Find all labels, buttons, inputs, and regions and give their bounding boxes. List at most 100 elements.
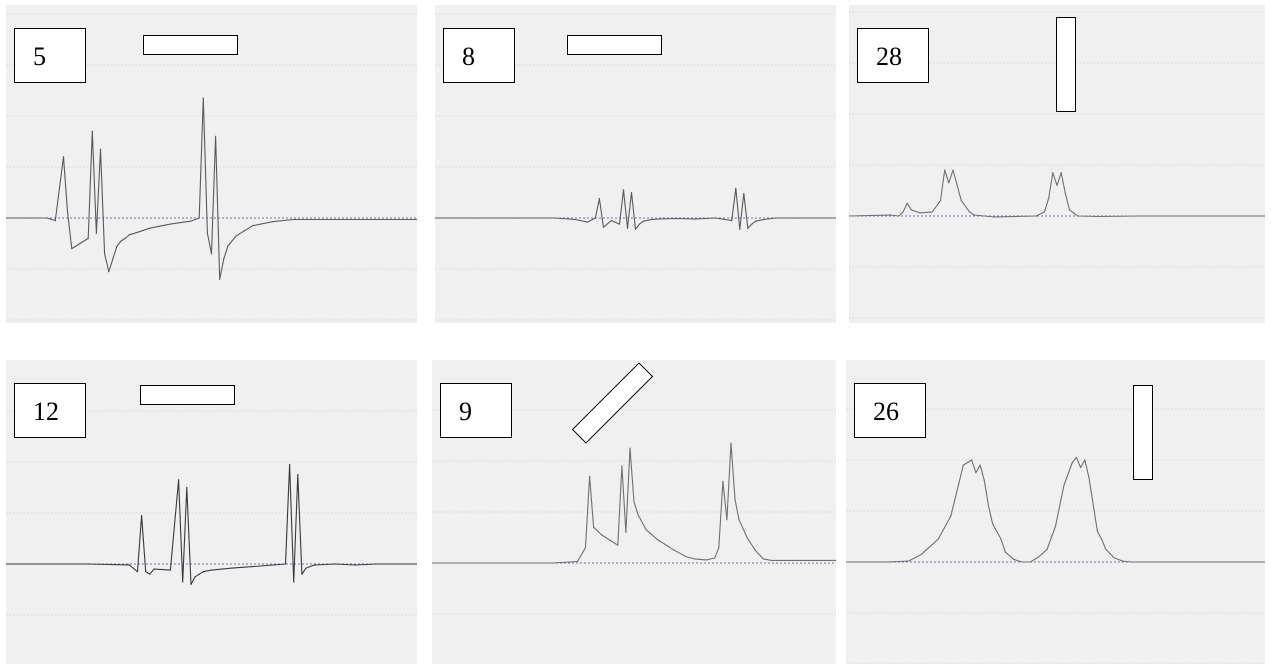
data-point [293,581,295,583]
data-point [1180,561,1182,563]
data-point [1138,561,1140,563]
data-point [920,553,922,555]
data-point [375,563,377,565]
data-point [673,549,675,551]
data-point [416,218,417,221]
data-point [149,227,151,229]
data-point [182,581,184,583]
data-point [659,218,661,220]
data-point [186,486,188,489]
data-point [235,235,237,237]
data-point [694,558,696,560]
data-point [554,217,556,219]
data-point [637,514,639,516]
data-point [231,567,233,569]
data-point [301,573,303,575]
data-point [593,526,595,528]
data-point [939,200,942,202]
panel-label: 28 [857,28,929,83]
data-point [1038,556,1040,558]
data-point [46,217,48,219]
data-point [747,227,749,229]
data-point [178,479,180,481]
data-point [104,253,106,255]
data-point [190,220,192,222]
data-point [145,571,147,573]
data-point [1054,525,1057,527]
data-point [586,221,588,223]
data-point [755,220,757,222]
data-point [190,583,192,585]
data-point [272,221,274,223]
data-point [136,571,139,573]
data-point [219,278,221,280]
data-point [948,182,950,184]
data-point [625,531,627,533]
data-point [739,228,741,230]
data-point [1139,215,1141,217]
data-point [198,217,200,219]
data-point [149,573,151,575]
orientation-marker-horizontal [567,35,662,55]
data-point [743,192,745,195]
data-point [598,198,600,200]
data-point [210,253,213,255]
data-point [1013,558,1015,560]
data-point [305,567,307,569]
data-point [223,258,225,260]
data-point [289,463,291,466]
data-point [650,218,653,221]
data-point [334,563,336,565]
data-point [227,245,229,247]
data-point [617,544,619,546]
data-point [746,536,748,539]
data-point [26,217,28,219]
data-point [960,200,962,202]
data-point [1004,551,1006,553]
data-point [91,130,93,132]
data-point [638,223,641,225]
data-point [297,474,299,476]
panel-label: 8 [443,28,515,83]
data-point [1202,215,1204,217]
panel-label: 9 [440,383,512,438]
data-point [153,568,155,570]
chart-svg [432,409,836,615]
chart-panel-26: 26 [846,360,1265,664]
data-point [1077,215,1079,217]
data-point [112,258,114,260]
data-point [293,218,295,221]
data-point [983,479,985,481]
data-point [1046,548,1048,550]
chart-panel-28: 28 [849,5,1265,323]
data-point [375,218,377,221]
data-point [1113,557,1115,559]
data-point [979,464,981,466]
data-point [956,184,958,186]
data-point [738,519,740,521]
data-point [54,220,56,222]
data-point [124,237,126,239]
data-point [334,218,336,221]
data-point [95,232,97,234]
data-point [622,189,625,191]
data-point [937,538,939,540]
data-point [887,561,889,563]
data-point [1101,538,1103,540]
data-point [919,212,921,214]
data-point [609,539,611,541]
data-point [642,220,645,222]
data-point [62,156,65,158]
data-point [1130,561,1132,563]
data-point [552,562,554,564]
data-point [284,563,287,565]
data-point [576,560,578,563]
data-point [973,214,975,216]
chart-svg [846,408,1265,664]
data-point [695,218,697,220]
data-point [1060,172,1062,174]
data-point [1088,477,1090,479]
series-line [432,442,836,564]
data-point [706,559,708,561]
data-point [1035,215,1037,217]
